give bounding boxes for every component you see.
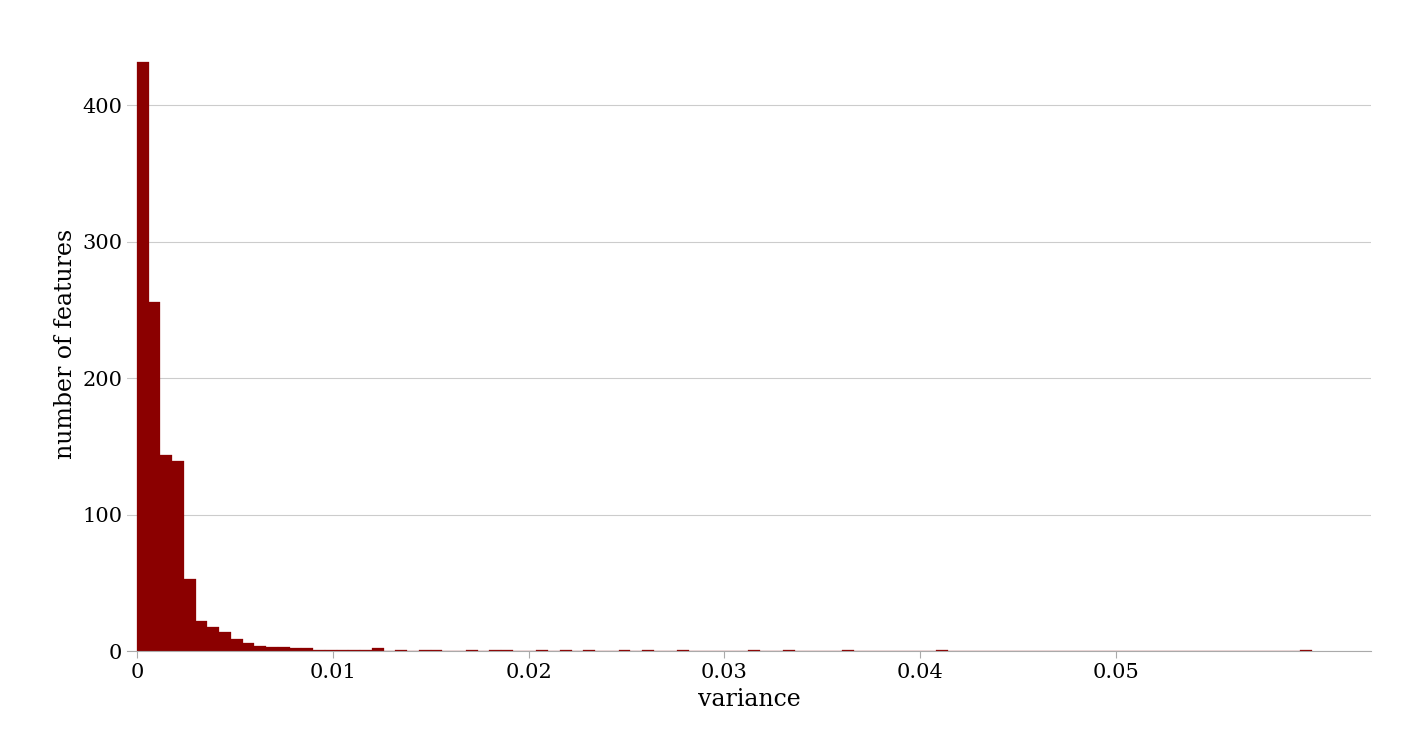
Bar [560,650,572,651]
Bar [489,650,502,651]
Bar [230,639,243,651]
Bar [431,650,442,651]
Bar [278,647,290,651]
Bar [148,302,161,651]
Bar [172,462,184,651]
Bar [1300,650,1311,651]
Bar [360,650,372,651]
Bar [266,647,278,651]
Bar [677,650,690,651]
Bar [372,648,384,651]
Bar [747,650,760,651]
Bar [137,61,148,651]
Bar [396,650,407,651]
Bar [219,632,230,651]
Y-axis label: number of features: number of features [54,229,76,460]
Bar [184,579,196,651]
Bar [314,650,325,651]
Bar [196,621,208,651]
Bar [584,650,595,651]
Bar [208,627,219,651]
Bar [254,646,266,651]
Bar [418,650,431,651]
Bar [325,650,336,651]
Bar [161,454,172,651]
Bar [783,650,796,651]
Bar [842,650,853,651]
X-axis label: variance: variance [698,687,800,710]
Bar [537,650,548,651]
Bar [290,648,301,651]
Bar [619,650,630,651]
Bar [502,650,513,651]
Bar [336,650,349,651]
Bar [301,648,314,651]
Bar [349,650,360,651]
Bar [243,643,254,651]
Bar [935,650,948,651]
Bar [466,650,478,651]
Bar [642,650,654,651]
